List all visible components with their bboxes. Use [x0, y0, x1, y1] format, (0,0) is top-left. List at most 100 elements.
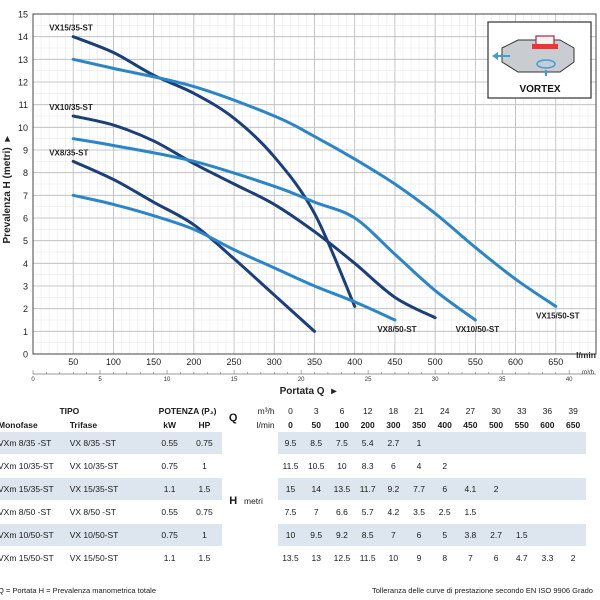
m3h-val: 12 — [362, 406, 373, 416]
plot-frame — [32, 13, 597, 355]
head-value — [483, 432, 509, 455]
m3h-val: 0 — [288, 406, 293, 416]
kw-header: kW — [163, 420, 176, 430]
head-value: 2.7 — [483, 523, 509, 547]
trifase-model: VX 10/35-ST — [63, 454, 153, 478]
head-value — [534, 500, 561, 524]
x-tick-label: 50 — [68, 357, 78, 367]
x2-tick-label: 10 — [164, 377, 171, 383]
head-value: 11.5 — [277, 454, 304, 478]
hp-header: HP — [198, 420, 211, 430]
curve-label: VX15/35-ST — [49, 24, 93, 33]
head-value: 9 — [406, 546, 432, 570]
m3h-val: 18 — [388, 406, 399, 416]
head-value: 6 — [406, 523, 432, 547]
head-value — [534, 477, 561, 501]
performance-table: TIPO POTENZA (P₂) Q m³/h 0 3 6 12 18 21 … — [0, 404, 586, 570]
head-value: 12.5 — [329, 546, 355, 570]
monofase-header: Monofase — [0, 420, 38, 430]
power-hp: 1 — [186, 454, 223, 478]
trifase-model: VX 15/50-ST — [63, 546, 153, 570]
head-value: 4.7 — [508, 546, 535, 570]
potenza-header: POTENZA (P₂) — [158, 406, 217, 416]
head-value: 8.3 — [354, 454, 381, 478]
y-tick-label: 12 — [18, 78, 28, 88]
monofase-model: VXm 15/35-ST — [0, 477, 64, 501]
y-tick-label: 2 — [23, 304, 28, 314]
power-kw: 0.75 — [152, 523, 187, 547]
head-value — [560, 454, 586, 478]
lmin-val: 450 — [463, 420, 478, 430]
m3h-val: 3 — [313, 406, 319, 416]
x-tick-label: 600 — [508, 357, 523, 367]
head-value: 8.5 — [354, 523, 381, 547]
head-value: 4.2 — [380, 500, 407, 524]
head-value: 6 — [483, 546, 509, 570]
x-tick-label: 450 — [387, 357, 402, 367]
x2-tick-label: 35 — [499, 377, 506, 383]
m3h-val: 27 — [465, 406, 476, 416]
head-value: 10 — [277, 523, 304, 547]
y-tick-label: 9 — [23, 146, 28, 156]
y-tick-label: 3 — [23, 282, 28, 292]
y-tick-label: 15 — [18, 10, 28, 20]
power-hp: 0.75 — [186, 500, 223, 524]
lmin-val: 400 — [437, 420, 452, 430]
head-value: 10 — [380, 546, 407, 570]
power-kw: 0.55 — [152, 432, 187, 455]
power-kw: 1.1 — [152, 546, 187, 570]
y-tick-label: 10 — [18, 123, 28, 133]
curve-label: VX15/50-ST — [536, 311, 580, 320]
monofase-model: VXm 8/35 -ST — [0, 432, 64, 455]
head-value: 7.7 — [406, 477, 432, 501]
head-value — [508, 432, 535, 455]
power-hp: 1.5 — [186, 546, 223, 570]
monofase-model: VXm 15/50-ST — [0, 546, 64, 570]
table-row: VXm 15/50-ST VX 15/50-ST 1.1 1.5 13.5 13 12.5 1… — [0, 546, 586, 570]
head-value: 15 — [277, 477, 304, 501]
head-value: 9.5 — [277, 432, 304, 455]
head-value: 5.4 — [354, 432, 381, 455]
power-hp: 0.75 — [186, 432, 223, 455]
monofase-model: VXm 10/50-ST — [0, 523, 64, 547]
head-value — [560, 432, 586, 455]
q-header: Q — [228, 412, 238, 424]
head-value — [483, 500, 509, 524]
head-value: 11.5 — [354, 546, 381, 570]
head-value: 9.2 — [380, 477, 407, 501]
head-value: 7 — [380, 523, 407, 547]
x-axis-ticks-lmin: 50 100 150 200 250 300 350 400 450 500 550 600 650 — [68, 357, 563, 367]
curve-vx10-35-st — [71, 114, 437, 320]
x-tick-label: 350 — [307, 357, 322, 367]
head-value: 2.5 — [431, 500, 458, 524]
head-value — [534, 523, 561, 547]
y-tick-label: 4 — [23, 259, 28, 269]
lmin-header: l/min — [256, 420, 275, 430]
trifase-model: VX 8/50 -ST — [63, 500, 153, 524]
performance-table-container: TIPO POTENZA (P₂) Q m³/h 0 3 6 12 18 21 … — [0, 404, 600, 584]
head-value: 4 — [406, 454, 432, 478]
curve-vx8-50-st — [71, 193, 397, 322]
lmin-val: 300 — [386, 420, 401, 430]
table-row: VXm 15/35-ST VX 15/35-ST 1.1 1.5 15 14 13.5 11.… — [0, 477, 586, 501]
monofase-model: VXm 8/50 -ST — [0, 500, 64, 524]
y-tick-label: 14 — [18, 32, 28, 42]
curve-label: VX8/35-ST — [49, 148, 88, 157]
head-value: 10 — [329, 454, 355, 478]
tolerance-text: Tolleranza delle curve di prestazione se… — [372, 586, 593, 595]
curves — [71, 35, 558, 333]
y-axis-label: Prevalenza H (metri) ▸ — [2, 136, 13, 244]
head-value: 13.5 — [329, 477, 355, 501]
power-kw: 1.1 — [152, 477, 187, 501]
lmin-val: 650 — [566, 420, 581, 430]
trifase-model: VX 10/50-ST — [63, 523, 153, 547]
x2-tick-label: 25 — [365, 377, 372, 383]
head-value — [483, 454, 509, 478]
curve-vx10-50-st — [71, 137, 477, 322]
m3h-header: m³/h — [257, 406, 275, 416]
table-row: VXm 8/50 -ST VX 8/50 -ST 0.55 0.75 7.5 7 6.6 5.… — [0, 500, 586, 524]
head-value — [560, 500, 586, 524]
m3h-val: 36 — [542, 406, 553, 416]
